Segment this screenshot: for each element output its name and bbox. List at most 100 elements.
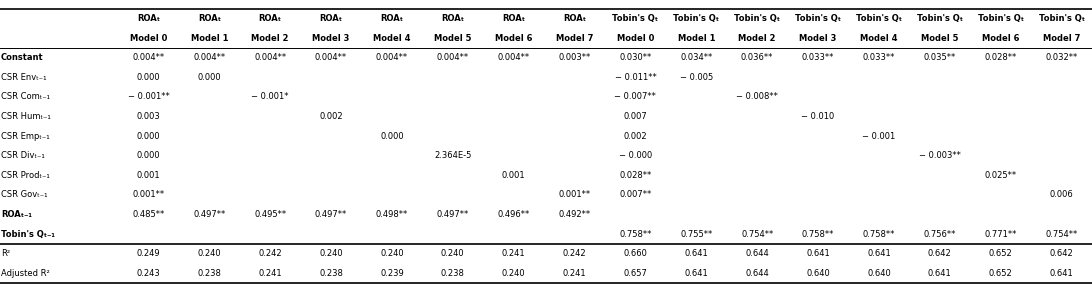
- Text: 0.485**: 0.485**: [132, 210, 165, 219]
- Text: CSR Humₜ₋₁: CSR Humₜ₋₁: [1, 112, 51, 121]
- Text: Model 0: Model 0: [130, 34, 167, 42]
- Text: 0.000: 0.000: [198, 73, 221, 82]
- Text: 0.492**: 0.492**: [558, 210, 591, 219]
- Text: 0.241: 0.241: [259, 269, 282, 278]
- Text: CSR Comₜ₋₁: CSR Comₜ₋₁: [1, 92, 50, 101]
- Text: 0.755**: 0.755**: [680, 230, 712, 239]
- Text: 0.025**: 0.025**: [985, 171, 1017, 180]
- Text: 0.758**: 0.758**: [863, 230, 895, 239]
- Text: 0.240: 0.240: [380, 249, 404, 258]
- Text: Model 2: Model 2: [251, 34, 289, 42]
- Text: Model 0: Model 0: [617, 34, 654, 42]
- Text: 0.001: 0.001: [136, 171, 161, 180]
- Text: 0.003: 0.003: [136, 112, 161, 121]
- Text: 0.000: 0.000: [380, 132, 404, 141]
- Text: 0.652: 0.652: [989, 249, 1012, 258]
- Text: 0.240: 0.240: [441, 249, 464, 258]
- Text: 0.640: 0.640: [806, 269, 830, 278]
- Text: ROAₜ: ROAₜ: [441, 14, 464, 23]
- Text: 0.642: 0.642: [928, 249, 951, 258]
- Text: − 0.003**: − 0.003**: [918, 151, 961, 160]
- Text: 0.240: 0.240: [502, 269, 525, 278]
- Text: ROAₜ: ROAₜ: [136, 14, 159, 23]
- Text: Model 1: Model 1: [677, 34, 715, 42]
- Text: 0.241: 0.241: [502, 249, 525, 258]
- Text: 0.498**: 0.498**: [376, 210, 408, 219]
- Text: 0.004**: 0.004**: [132, 53, 165, 62]
- Text: Tobin's Qₜ: Tobin's Qₜ: [977, 14, 1023, 23]
- Text: 0.242: 0.242: [259, 249, 282, 258]
- Text: 0.001**: 0.001**: [132, 190, 165, 199]
- Text: 0.496**: 0.496**: [498, 210, 530, 219]
- Text: 0.004**: 0.004**: [254, 53, 286, 62]
- Text: 0.030**: 0.030**: [619, 53, 652, 62]
- Text: 0.001: 0.001: [502, 171, 525, 180]
- Text: 0.495**: 0.495**: [254, 210, 286, 219]
- Text: 0.033**: 0.033**: [863, 53, 895, 62]
- Text: 0.238: 0.238: [441, 269, 465, 278]
- Text: 0.249: 0.249: [136, 249, 161, 258]
- Text: 0.002: 0.002: [624, 132, 648, 141]
- Text: Tobin's Qₜ: Tobin's Qₜ: [674, 14, 720, 23]
- Text: Adjusted R²: Adjusted R²: [1, 269, 50, 278]
- Text: ROAₜ: ROAₜ: [198, 14, 221, 23]
- Text: 0.754**: 0.754**: [1045, 230, 1078, 239]
- Text: ROAₜ: ROAₜ: [380, 14, 403, 23]
- Text: 0.028**: 0.028**: [985, 53, 1017, 62]
- Text: 0.004**: 0.004**: [376, 53, 408, 62]
- Text: CSR Govₜ₋₁: CSR Govₜ₋₁: [1, 190, 48, 199]
- Text: 0.028**: 0.028**: [619, 171, 652, 180]
- Text: 0.657: 0.657: [624, 269, 648, 278]
- Text: 0.652: 0.652: [989, 269, 1012, 278]
- Text: 0.642: 0.642: [1049, 249, 1073, 258]
- Text: CSR Divₜ₋₁: CSR Divₜ₋₁: [1, 151, 45, 160]
- Text: − 0.000: − 0.000: [619, 151, 652, 160]
- Text: 0.242: 0.242: [562, 249, 586, 258]
- Text: Tobin's Qₜ: Tobin's Qₜ: [1038, 14, 1084, 23]
- Text: − 0.005: − 0.005: [679, 73, 713, 82]
- Text: 0.641: 0.641: [685, 249, 708, 258]
- Text: 0.641: 0.641: [928, 269, 951, 278]
- Text: 0.644: 0.644: [746, 249, 769, 258]
- Text: 0.641: 0.641: [867, 249, 891, 258]
- Text: 0.644: 0.644: [746, 269, 769, 278]
- Text: − 0.011**: − 0.011**: [615, 73, 656, 82]
- Text: 0.497**: 0.497**: [314, 210, 347, 219]
- Text: 0.771**: 0.771**: [985, 230, 1017, 239]
- Text: CSR Prodₜ₋₁: CSR Prodₜ₋₁: [1, 171, 50, 180]
- Text: 0.000: 0.000: [136, 73, 161, 82]
- Text: ROAₜ: ROAₜ: [563, 14, 586, 23]
- Text: 0.032**: 0.032**: [1045, 53, 1078, 62]
- Text: 0.007: 0.007: [624, 112, 648, 121]
- Text: Tobin's Qₜ: Tobin's Qₜ: [917, 14, 963, 23]
- Text: 0.033**: 0.033**: [802, 53, 834, 62]
- Text: 0.758**: 0.758**: [802, 230, 834, 239]
- Text: 0.036**: 0.036**: [741, 53, 773, 62]
- Text: Tobin's Qₜ₋₁: Tobin's Qₜ₋₁: [1, 230, 55, 239]
- Text: ROAₜ: ROAₜ: [320, 14, 343, 23]
- Text: 0.243: 0.243: [136, 269, 161, 278]
- Text: Model 7: Model 7: [556, 34, 593, 42]
- Text: 0.497**: 0.497**: [437, 210, 468, 219]
- Text: Constant: Constant: [1, 53, 44, 62]
- Text: − 0.010: − 0.010: [802, 112, 834, 121]
- Text: 0.241: 0.241: [562, 269, 586, 278]
- Text: 0.238: 0.238: [198, 269, 222, 278]
- Text: Tobin's Qₜ: Tobin's Qₜ: [856, 14, 902, 23]
- Text: Tobin's Qₜ: Tobin's Qₜ: [734, 14, 780, 23]
- Text: 0.640: 0.640: [867, 269, 891, 278]
- Text: 0.660: 0.660: [624, 249, 648, 258]
- Text: Model 6: Model 6: [982, 34, 1020, 42]
- Text: 2.364E-5: 2.364E-5: [435, 151, 472, 160]
- Text: 0.758**: 0.758**: [619, 230, 652, 239]
- Text: CSR Empₜ₋₁: CSR Empₜ₋₁: [1, 132, 50, 141]
- Text: 0.497**: 0.497**: [193, 210, 225, 219]
- Text: Model 1: Model 1: [190, 34, 228, 42]
- Text: 0.239: 0.239: [380, 269, 404, 278]
- Text: 0.007**: 0.007**: [619, 190, 652, 199]
- Text: R²: R²: [1, 249, 10, 258]
- Text: Tobin's Qₜ: Tobin's Qₜ: [613, 14, 658, 23]
- Text: Model 3: Model 3: [312, 34, 349, 42]
- Text: 0.756**: 0.756**: [924, 230, 956, 239]
- Text: 0.240: 0.240: [198, 249, 221, 258]
